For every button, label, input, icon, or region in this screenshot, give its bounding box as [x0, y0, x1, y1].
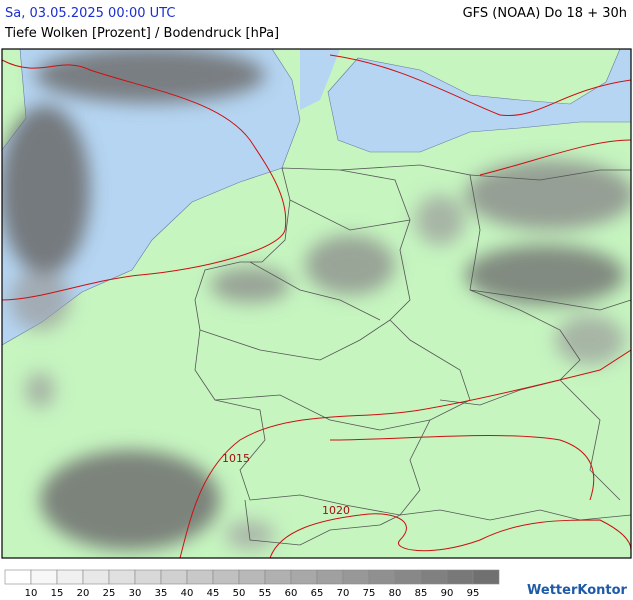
legend-label: 40	[181, 588, 194, 599]
legend-swatch	[238, 569, 266, 585]
isobar-label: 1015	[222, 452, 250, 465]
legend-label: 80	[389, 588, 402, 599]
legend-swatch	[108, 569, 136, 585]
legend-swatch	[446, 569, 474, 585]
legend-swatch	[56, 569, 84, 585]
legend-swatch	[30, 569, 58, 585]
borders	[194, 164, 631, 546]
legend-label: 25	[103, 588, 116, 599]
legend-label: 50	[233, 588, 246, 599]
legend-swatch	[368, 569, 396, 585]
legend-swatch	[160, 569, 188, 585]
legend-swatch	[212, 569, 240, 585]
isobar-label: 1020	[322, 504, 350, 517]
legend-swatch	[186, 569, 214, 585]
legend-swatch	[4, 569, 32, 585]
legend-label: 90	[441, 588, 454, 599]
legend-label: 35	[155, 588, 168, 599]
legend-label: 65	[311, 588, 324, 599]
legend: 10 15 20 25 30 35 40 45 50 55 60 65 70 75 80 85 90 95	[4, 569, 500, 599]
subtitle: Tiefe Wolken [Prozent] / Bodendruck [hPa…	[5, 26, 280, 41]
legend-label: 75	[363, 588, 376, 599]
legend-label: 20	[77, 588, 90, 599]
logo: WetterKontor	[527, 583, 628, 598]
legend-swatch	[264, 569, 292, 585]
legend-label: 60	[285, 588, 298, 599]
legend-label: 70	[337, 588, 350, 599]
legend-label: 95	[467, 588, 480, 599]
legend-label: 10	[25, 588, 38, 599]
map-area: 1015 1020	[2, 49, 631, 558]
legend-swatch	[316, 569, 344, 585]
model-run: GFS (NOAA) Do 18 + 30h	[462, 6, 627, 21]
legend-swatch	[134, 569, 162, 585]
map-frame	[1, 48, 632, 559]
legend-label: 55	[259, 588, 272, 599]
isobars	[2, 54, 631, 558]
legend-swatch	[394, 569, 422, 585]
legend-swatch	[82, 569, 110, 585]
legend-label: 30	[129, 588, 142, 599]
legend-label: 15	[51, 588, 64, 599]
legend-swatch	[290, 569, 318, 585]
legend-swatch	[472, 569, 500, 585]
legend-label: 85	[415, 588, 428, 599]
legend-swatch	[342, 569, 370, 585]
datetime: Sa, 03.05.2025 00:00 UTC	[5, 6, 176, 21]
legend-swatch	[420, 569, 448, 585]
legend-label: 45	[207, 588, 220, 599]
